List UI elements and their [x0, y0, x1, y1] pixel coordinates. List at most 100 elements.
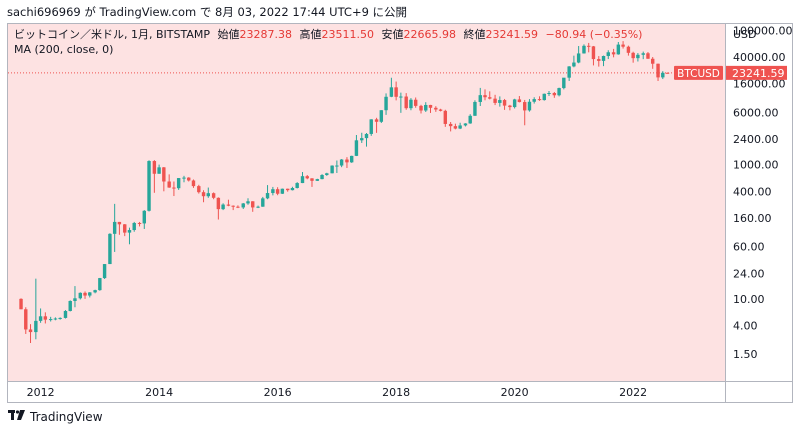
- candle-body[interactable]: [182, 177, 186, 179]
- candle-body[interactable]: [137, 222, 142, 224]
- candle-body[interactable]: [517, 99, 522, 103]
- candle-body[interactable]: [236, 206, 240, 208]
- candle-body[interactable]: [542, 93, 546, 101]
- candle-body[interactable]: [572, 62, 576, 67]
- candle-body[interactable]: [399, 96, 403, 98]
- candle-body[interactable]: [325, 173, 329, 175]
- candle-body[interactable]: [251, 201, 255, 208]
- candle-body[interactable]: [108, 233, 112, 265]
- candle-body[interactable]: [636, 54, 640, 59]
- candle-body[interactable]: [73, 298, 77, 301]
- candle-body[interactable]: [562, 77, 566, 89]
- candle-body[interactable]: [162, 167, 166, 182]
- candle-body[interactable]: [256, 206, 260, 208]
- candle-body[interactable]: [147, 161, 151, 211]
- candle-body[interactable]: [28, 329, 33, 333]
- candle-body[interactable]: [300, 176, 305, 184]
- candle-body[interactable]: [478, 95, 482, 102]
- candle-body[interactable]: [354, 140, 359, 156]
- candle-body[interactable]: [216, 197, 221, 210]
- price-chart[interactable]: 100000.00 40000.00 16000.00 6000.00 2400.00 1…: [8, 24, 792, 402]
- candle-body[interactable]: [241, 203, 245, 208]
- candle-body[interactable]: [226, 204, 231, 206]
- candle-body[interactable]: [43, 316, 48, 320]
- candle-body[interactable]: [201, 192, 206, 197]
- candle-body[interactable]: [83, 292, 87, 296]
- candle-body[interactable]: [424, 104, 428, 111]
- symbol-description[interactable]: ビットコイン／米ドル, 1月, BITSTAMP: [14, 28, 210, 41]
- candle-body[interactable]: [295, 183, 299, 189]
- candle-body[interactable]: [349, 155, 354, 163]
- candle-body[interactable]: [665, 72, 670, 74]
- candle-body[interactable]: [335, 165, 339, 167]
- candle-body[interactable]: [93, 290, 97, 293]
- candle-body[interactable]: [616, 44, 621, 55]
- candle-body[interactable]: [369, 119, 373, 134]
- candle-body[interactable]: [448, 123, 453, 127]
- candle-body[interactable]: [78, 292, 82, 299]
- candle-body[interactable]: [24, 309, 28, 330]
- candle-body[interactable]: [280, 188, 285, 194]
- candle-body[interactable]: [206, 193, 210, 197]
- candle-body[interactable]: [132, 222, 136, 231]
- candle-body[interactable]: [567, 66, 571, 78]
- candle-body[interactable]: [557, 88, 561, 96]
- candle-body[interactable]: [330, 165, 334, 174]
- candle-body[interactable]: [345, 159, 349, 163]
- candle-body[interactable]: [606, 52, 610, 56]
- candle-body[interactable]: [621, 44, 625, 47]
- candle-body[interactable]: [537, 99, 542, 101]
- candle-body[interactable]: [404, 96, 408, 109]
- candle-body[interactable]: [231, 205, 235, 207]
- candle-body[interactable]: [102, 264, 107, 279]
- candle-body[interactable]: [123, 224, 127, 233]
- candle-body[interactable]: [142, 210, 146, 224]
- candle-body[interactable]: [651, 58, 655, 64]
- candle-body[interactable]: [611, 52, 616, 55]
- candle-body[interactable]: [271, 189, 275, 194]
- candle-body[interactable]: [167, 181, 171, 188]
- candle-body[interactable]: [473, 101, 477, 116]
- candle-body[interactable]: [221, 204, 225, 210]
- candle-body[interactable]: [661, 72, 665, 78]
- candle-body[interactable]: [191, 180, 196, 187]
- candle-body[interactable]: [152, 161, 157, 174]
- candle-body[interactable]: [48, 319, 53, 321]
- candle-body[interactable]: [34, 320, 38, 333]
- candle-body[interactable]: [419, 105, 423, 111]
- candle-body[interactable]: [187, 177, 191, 181]
- candle-body[interactable]: [394, 87, 398, 97]
- candle-body[interactable]: [512, 99, 517, 108]
- candle-body[interactable]: [453, 126, 458, 129]
- candle-body[interactable]: [360, 138, 364, 141]
- candle-body[interactable]: [483, 95, 487, 98]
- candle-body[interactable]: [443, 110, 448, 124]
- candle-body[interactable]: [364, 133, 369, 139]
- candle-body[interactable]: [176, 178, 181, 189]
- candle-body[interactable]: [552, 92, 557, 96]
- candle-body[interactable]: [547, 92, 551, 94]
- candle-body[interactable]: [626, 46, 631, 53]
- candle-body[interactable]: [597, 59, 601, 61]
- candle-body[interactable]: [117, 221, 122, 225]
- candle-body[interactable]: [434, 107, 438, 110]
- candle-body[interactable]: [58, 317, 62, 319]
- candle-body[interactable]: [576, 53, 581, 63]
- candle-body[interactable]: [532, 99, 536, 102]
- candle-body[interactable]: [310, 178, 314, 181]
- candle-body[interactable]: [601, 55, 606, 61]
- candle-body[interactable]: [646, 53, 650, 59]
- candle-body[interactable]: [53, 318, 58, 320]
- candle-body[interactable]: [591, 46, 596, 60]
- candle-body[interactable]: [656, 63, 660, 78]
- candle-body[interactable]: [587, 45, 591, 47]
- indicator-label[interactable]: MA (200, close, 0): [14, 43, 114, 56]
- chart-panel[interactable]: 100000.00 40000.00 16000.00 6000.00 2400.00 1…: [7, 23, 793, 403]
- candle-body[interactable]: [498, 100, 502, 103]
- candle-body[interactable]: [438, 109, 443, 111]
- candle-body[interactable]: [305, 176, 309, 179]
- candle-body[interactable]: [211, 193, 216, 198]
- candle-body[interactable]: [468, 115, 472, 124]
- currency-label[interactable]: USD: [733, 28, 757, 41]
- candle-body[interactable]: [63, 310, 68, 318]
